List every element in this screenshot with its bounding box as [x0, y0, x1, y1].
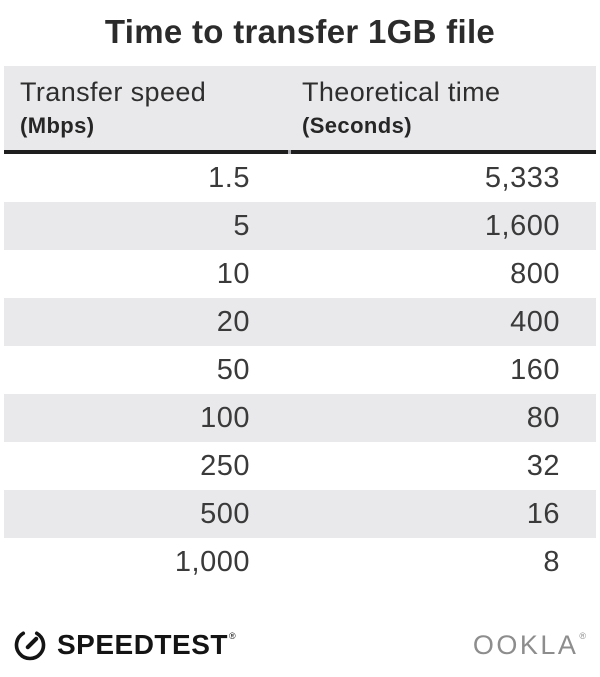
speedtest-logo: SPEEDTEST ®	[12, 627, 236, 663]
table-row: 5 1,600	[4, 202, 596, 250]
speedtest-gauge-icon	[14, 631, 46, 661]
time-value: 16	[526, 498, 560, 530]
table-row: 50 160	[4, 346, 596, 394]
table-row: 500 16	[4, 490, 596, 538]
time-value: 32	[526, 450, 560, 482]
speed-value: 100	[200, 402, 250, 434]
speedtest-registered-mark: ®	[228, 630, 236, 641]
speedtest-wordmark: SPEEDTEST	[57, 629, 228, 660]
speed-value: 20	[216, 306, 250, 338]
column-unit-mbps: (Mbps)	[20, 113, 95, 138]
time-value: 800	[510, 258, 560, 290]
speed-value: 1.5	[208, 162, 250, 194]
table-row: 1,000 8	[4, 538, 596, 586]
time-value: 400	[510, 306, 560, 338]
table-row: 100 80	[4, 394, 596, 442]
speed-value: 50	[216, 354, 250, 386]
ookla-logo: OOKLA ®	[473, 630, 586, 661]
column-label-transfer-speed: Transfer speed	[20, 77, 207, 107]
table-row: 1.5 5,333	[4, 154, 596, 202]
column-unit-seconds: (Seconds)	[302, 113, 412, 138]
speed-value: 1,000	[174, 546, 250, 578]
speed-value: 10	[216, 258, 250, 290]
page-title: Time to transfer 1GB file	[104, 13, 496, 50]
footer: SPEEDTEST ® OOKLA ®	[12, 627, 586, 663]
header-cell-transfer-speed: Transfer speed (Mbps)	[4, 66, 288, 154]
ookla-wordmark: OOKLA	[472, 629, 579, 660]
table-body: 1.5 5,333 5 1,600 10 800 20 400 50 160 1…	[4, 154, 596, 586]
speed-value: 5	[233, 210, 250, 242]
speed-value: 500	[200, 498, 250, 530]
table-row: 10 800	[4, 250, 596, 298]
ookla-registered-mark: ®	[579, 630, 586, 641]
table-header-row: Transfer speed (Mbps) Theoretical time (…	[4, 66, 596, 154]
transfer-time-table: Transfer speed (Mbps) Theoretical time (…	[4, 66, 596, 586]
speed-value: 250	[200, 450, 250, 482]
header-cell-theoretical-time: Theoretical time (Seconds)	[291, 66, 596, 154]
time-value: 1,600	[484, 210, 560, 242]
time-value: 8	[543, 546, 560, 578]
header-column-divider	[288, 66, 291, 154]
table-row: 20 400	[4, 298, 596, 346]
time-value: 80	[526, 402, 560, 434]
column-label-theoretical-time: Theoretical time	[302, 77, 501, 107]
time-value: 160	[510, 354, 560, 386]
table-row: 250 32	[4, 442, 596, 490]
time-value: 5,333	[484, 162, 560, 194]
